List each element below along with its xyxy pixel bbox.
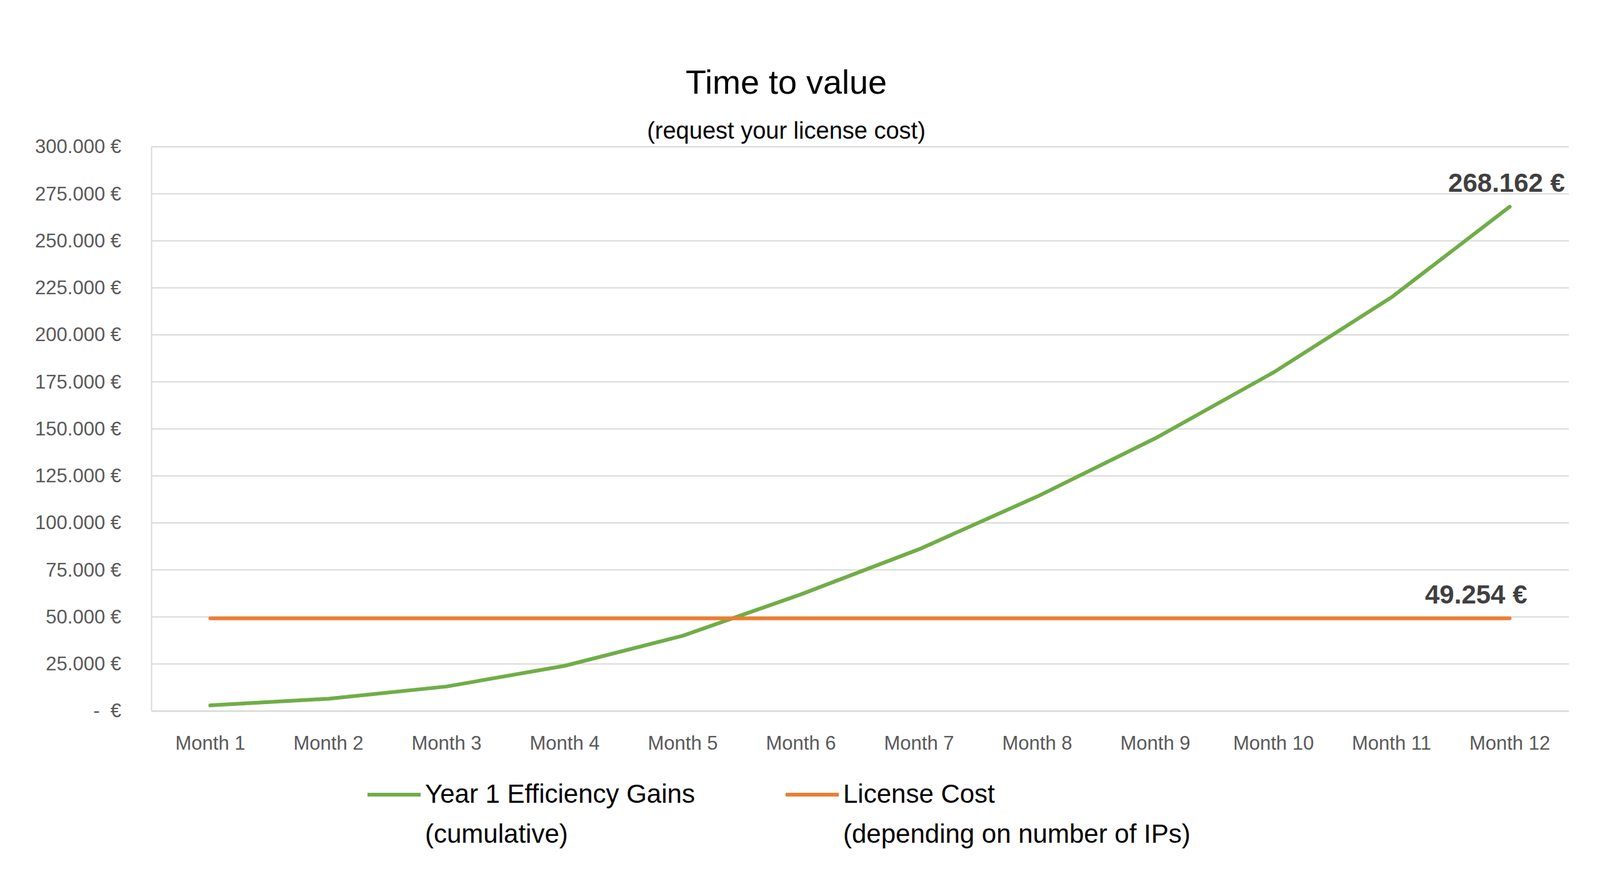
legend-swatch [785, 793, 839, 797]
y-tick: 50.000 € [45, 606, 152, 629]
y-tick-label: 50.000 € [45, 606, 122, 629]
y-tick-label: 250.000 € [35, 230, 122, 252]
data-label: 268.162 € [1448, 168, 1565, 198]
title: Time to value [685, 63, 887, 101]
grid [151, 146, 1569, 712]
y-tick-label: 300.000 € [35, 135, 122, 158]
x-tick: Month 11 [1351, 711, 1432, 755]
y-tick: 25.000 € [45, 653, 152, 675]
y-tick: - € [93, 700, 152, 722]
x-tick: Month 3 [411, 711, 482, 755]
x-tick-label: Month 6 [765, 732, 836, 755]
y-tick-label: 275.000 € [35, 183, 122, 205]
y-tick: 300.000 € [35, 135, 152, 158]
grid-line [151, 663, 1569, 665]
y-tick-label: - € [93, 700, 122, 722]
chart-svg: Time to value (request your license cost)… [0, 0, 1600, 889]
legend-label-line: (cumulative) [425, 819, 569, 849]
grid-line [151, 146, 1569, 148]
grid-line [151, 287, 1569, 289]
legend-label: Year 1 Efficiency Gains (cumulative) [425, 779, 695, 849]
x-tick: Month 4 [529, 711, 600, 755]
x-tick-label: Month 4 [529, 732, 600, 755]
x-tick-label: Month 2 [293, 732, 364, 755]
x-tick-label: Month 5 [647, 732, 718, 755]
x-tick: Month 5 [647, 711, 718, 755]
legend-label-line: Year 1 Efficiency Gains [425, 779, 695, 809]
grid-line [151, 193, 1569, 195]
y-tick-label: 200.000 € [35, 323, 122, 346]
x-tick-label: Month 12 [1469, 732, 1550, 755]
x-tick-label: Month 8 [1001, 732, 1072, 755]
y-tick: 200.000 € [35, 323, 152, 346]
y-tick-label: 25.000 € [45, 653, 122, 675]
y-tick: 100.000 € [35, 511, 152, 534]
data-label: 49.254 € [1425, 580, 1528, 610]
plot-area [210, 206, 1510, 706]
grid-line [151, 240, 1569, 242]
y-tick: 225.000 € [35, 276, 152, 299]
grid-line [151, 334, 1569, 336]
y-tick-label: 225.000 € [35, 276, 122, 299]
x-tick: Month 1 [175, 711, 245, 755]
x-axis: Month 1 Month 2 Month 3 Month 4 Month 5 Month… [151, 711, 1570, 755]
x-axis-line [151, 711, 1570, 713]
x-tick: Month 7 [883, 711, 954, 755]
x-tick-label: Month 11 [1351, 732, 1432, 755]
x-tick: Month 6 [765, 711, 836, 755]
x-tick: Month 9 [1120, 711, 1190, 755]
y-tick-label: 150.000 € [35, 418, 122, 440]
data-labels: 268.162 € 49.254 € [1425, 168, 1565, 610]
y-tick: 125.000 € [35, 465, 152, 487]
subtitle: (request your license cost) [646, 117, 926, 144]
legend-label-line: License Cost [843, 779, 995, 809]
y-tick-label: 175.000 € [35, 371, 122, 394]
grid-line [151, 522, 1569, 524]
y-tick: 75.000 € [45, 559, 152, 582]
grid-line [151, 475, 1569, 477]
y-tick-label: 125.000 € [35, 465, 122, 487]
y-tick: 175.000 € [35, 371, 152, 394]
x-tick: Month 2 [293, 711, 364, 755]
y-axis: - € 25.000 € 50.000 € 75.000 € 100.000 € 125.… [35, 135, 152, 722]
y-tick-label: 100.000 € [35, 511, 122, 534]
x-tick-label: Month 1 [175, 732, 245, 755]
legend: Year 1 Efficiency Gains (cumulative) Licen… [367, 779, 1191, 849]
x-tick-label: Month 7 [883, 732, 954, 755]
y-tick: 250.000 € [35, 230, 152, 252]
grid-line [151, 381, 1569, 383]
y-axis-line [151, 147, 153, 712]
grid-line [151, 710, 1569, 712]
y-tick: 275.000 € [35, 183, 152, 205]
series-line [210, 616, 1510, 621]
y-tick-label: 75.000 € [45, 559, 122, 582]
x-tick-label: Month 10 [1233, 732, 1314, 755]
grid-line [151, 428, 1569, 430]
x-tick: Month 8 [1001, 711, 1072, 755]
series-line [210, 206, 1510, 706]
x-tick-label: Month 9 [1120, 732, 1190, 755]
x-tick: Month 10 [1233, 711, 1314, 755]
y-tick: 150.000 € [35, 418, 152, 440]
x-tick: Month 12 [1469, 711, 1550, 755]
legend-label: License Cost (depending on number of IPs) [843, 779, 1191, 849]
x-tick-label: Month 3 [411, 732, 482, 755]
legend-swatch [367, 793, 421, 797]
legend-label-line: (depending on number of IPs) [843, 819, 1191, 849]
chart-container: Time to value (request your license cost)… [0, 0, 1600, 889]
